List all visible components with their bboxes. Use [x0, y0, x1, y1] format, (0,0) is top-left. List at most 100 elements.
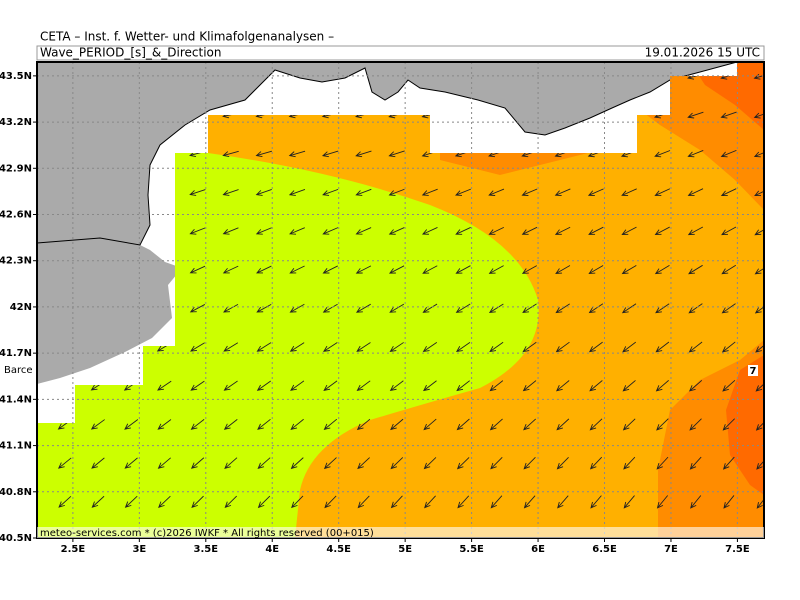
arrow [90, 419, 105, 430]
arrow [755, 379, 764, 392]
arrow [687, 188, 704, 197]
arrow [322, 265, 338, 274]
arrow [355, 227, 372, 235]
arrow [621, 226, 637, 235]
arrow [623, 456, 636, 470]
arrow [57, 457, 72, 469]
arrow [621, 188, 637, 196]
arrow [753, 111, 764, 119]
arrow [754, 303, 764, 314]
lat-tick-label: 42N [10, 302, 32, 313]
arrow [422, 342, 438, 352]
arrow [455, 227, 471, 235]
arrow [720, 111, 737, 119]
arrow [523, 418, 537, 431]
arrow [222, 150, 239, 158]
arrow [755, 341, 764, 353]
arrow [223, 304, 239, 313]
arrow [290, 418, 304, 430]
arrow [255, 189, 272, 196]
arrow [58, 495, 72, 508]
arrow [421, 227, 438, 235]
arrow [323, 380, 338, 391]
arrow [191, 495, 204, 508]
arrow [489, 380, 504, 392]
arrow [722, 418, 735, 431]
arrow [290, 380, 305, 391]
arrow [689, 456, 702, 470]
arrow [554, 226, 571, 235]
arrow [291, 495, 304, 509]
arrow [288, 150, 306, 158]
arrow [488, 303, 504, 313]
arrow [556, 456, 569, 470]
arrow [457, 495, 470, 509]
arrow [289, 303, 305, 313]
arrow [688, 341, 703, 353]
lon-tick-label: 4E [265, 544, 279, 555]
arrow [655, 341, 670, 353]
arrow [290, 457, 304, 470]
arrow [655, 303, 670, 314]
lon-tick-label: 2.5E [61, 544, 86, 555]
contour-label: 7 [750, 366, 757, 377]
arrow [157, 380, 172, 391]
arrow [589, 456, 603, 470]
lon-tick-label: 5.5E [459, 544, 484, 555]
arrow [322, 303, 338, 313]
arrow [257, 418, 271, 430]
arrow [689, 418, 702, 431]
arrow [587, 188, 604, 196]
arrow [255, 150, 273, 158]
arrow [323, 418, 338, 431]
arrow [521, 188, 538, 196]
arrow [324, 495, 337, 509]
arrow [687, 150, 704, 158]
lon-tick-label: 5E [398, 544, 412, 555]
arrow [158, 495, 171, 508]
arrow [522, 341, 537, 353]
arrow [589, 418, 603, 431]
arrow [755, 418, 764, 431]
arrow [423, 457, 437, 470]
arrow [388, 227, 405, 235]
arrow [455, 265, 471, 274]
lon-tick-label: 3E [132, 544, 146, 555]
arrow [289, 342, 305, 352]
arrow [689, 379, 703, 392]
arrow [289, 265, 305, 274]
arrow [588, 341, 603, 353]
arrow [456, 380, 470, 392]
arrow [189, 304, 206, 313]
arrow [222, 265, 239, 274]
arrow [720, 149, 737, 158]
arrow [754, 226, 764, 236]
arrow [621, 265, 637, 275]
arrow [190, 419, 205, 430]
arrow [456, 457, 470, 470]
arrow [356, 418, 371, 431]
arrow [355, 303, 371, 313]
arrow [756, 495, 764, 509]
ticks: 43.5N 43.2N 42.9N 42.6N 42.3N 42N 41.7N 41.4N 41… [0, 71, 750, 555]
arrow [424, 495, 436, 509]
arrow [622, 341, 637, 353]
arrow [322, 227, 339, 235]
arrow [289, 227, 305, 235]
lon-tick-label: 7E [664, 544, 678, 555]
arrow [588, 226, 604, 235]
contour-label-bg [748, 365, 758, 376]
arrow [356, 380, 371, 391]
arrow [554, 188, 571, 196]
arrow [489, 341, 504, 353]
arrow [655, 380, 669, 392]
arrow [654, 188, 671, 197]
arrow [555, 265, 571, 274]
arrow [687, 226, 704, 236]
arrow [621, 303, 637, 314]
arrow [490, 495, 503, 509]
arrow [355, 188, 372, 196]
arrow [422, 265, 438, 274]
parameter: Wave_PERIOD_[s]_&_Direction [40, 46, 222, 60]
